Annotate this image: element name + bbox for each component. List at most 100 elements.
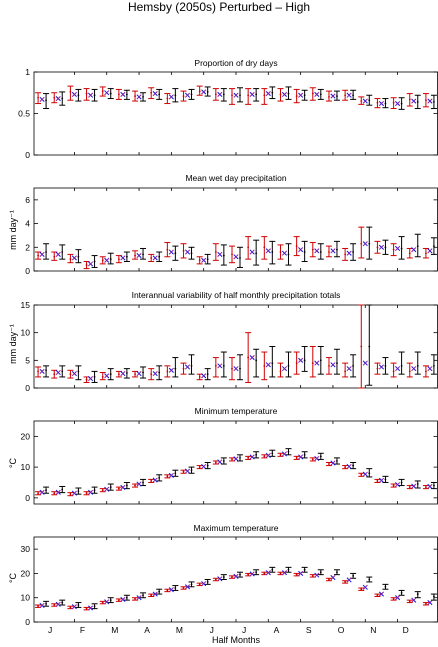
- errorbar-center: [134, 484, 136, 487]
- marker-stroke: [184, 468, 191, 474]
- marker-22: [378, 244, 384, 250]
- errorbar-s1-16: [285, 86, 292, 100]
- errorbar-center: [77, 255, 80, 258]
- marker-16: [281, 570, 288, 576]
- errorbar-s2-24: [406, 362, 413, 378]
- errorbar-center: [295, 362, 298, 364]
- marker-4: [88, 261, 94, 267]
- errorbar-center: [85, 378, 88, 381]
- errorbar-center: [303, 453, 306, 456]
- figure-title: Hemsby (2050s) Perturbed – High: [128, 0, 310, 14]
- marker-2: [55, 489, 61, 495]
- marker-9: [168, 249, 174, 255]
- errorbar-center: [142, 253, 144, 256]
- marker-5: [104, 257, 110, 263]
- marker-stroke: [281, 91, 288, 97]
- marker-stroke: [201, 373, 207, 379]
- errorbar-center: [150, 91, 153, 94]
- marker-13: [233, 456, 239, 462]
- errorbar-s2-7: [132, 90, 139, 102]
- marker-3: [71, 490, 77, 496]
- marker-stroke: [39, 489, 45, 495]
- marker-7: [136, 481, 142, 487]
- marker-stroke: [136, 481, 142, 487]
- marker-22: [378, 477, 384, 483]
- marker-6: [120, 596, 126, 602]
- errorbar-center: [222, 364, 225, 367]
- errorbar-center: [416, 593, 419, 595]
- marker-stroke: [411, 483, 417, 489]
- errorbar-center: [303, 359, 306, 362]
- marker-23: [395, 100, 401, 107]
- errorbar-center: [384, 102, 387, 105]
- errorbar-s2-22: [374, 362, 381, 375]
- errorbar-center: [311, 92, 314, 95]
- errorbar-center: [222, 93, 225, 96]
- errorbar-center: [392, 598, 395, 600]
- errorbar-center: [319, 251, 322, 253]
- errorbar-center: [214, 578, 217, 581]
- chart-panel-3: 0 5 10 15: [21, 300, 438, 393]
- y-tick-label: 10: [21, 462, 31, 472]
- errorbar-s2-12: [212, 88, 219, 101]
- marker-20: [346, 366, 352, 372]
- errorbar-center: [150, 373, 153, 376]
- marker-8: [152, 371, 158, 377]
- marker-23: [395, 245, 401, 252]
- errorbar-center: [400, 102, 403, 105]
- marker-7: [136, 371, 142, 377]
- errorbar-center: [433, 595, 435, 598]
- marker-24: [411, 483, 417, 489]
- errorbar-s1-11: [204, 86, 211, 97]
- errorbar-s1-2: [59, 599, 66, 606]
- marker-18: [314, 455, 320, 462]
- errorbar-s1-16: [285, 448, 292, 456]
- chart-5-ylabel: °C: [8, 572, 18, 583]
- errorbar-center: [239, 367, 241, 370]
- errorbar-s1-9: [172, 585, 179, 591]
- errorbar-center: [53, 96, 56, 99]
- marker-14: [249, 249, 255, 255]
- marker-10: [184, 92, 191, 98]
- errorbar-center: [303, 568, 306, 571]
- errorbar-center: [158, 371, 161, 374]
- errorbar-center: [101, 259, 104, 262]
- errorbar-s2-4: [83, 88, 90, 101]
- errorbar-s2-9: [164, 474, 171, 479]
- errorbar-center: [53, 604, 56, 606]
- errorbar-center: [117, 373, 120, 376]
- errorbar-s2-6: [115, 486, 122, 491]
- errorbar-center: [287, 92, 290, 95]
- errorbar-center: [174, 587, 177, 589]
- errorbar-center: [319, 359, 322, 362]
- errorbar-s2-7: [132, 483, 139, 488]
- errorbar-s2-14: [245, 88, 252, 105]
- y-tick-label: 10: [21, 328, 31, 338]
- errorbar-s1-23: [398, 236, 405, 260]
- marker-stroke: [71, 490, 77, 496]
- marker-17: [298, 92, 304, 98]
- errorbar-center: [263, 572, 266, 575]
- errorbar-center: [166, 589, 169, 592]
- errorbar-center: [231, 94, 233, 97]
- errorbar-s1-14: [253, 348, 260, 378]
- errorbar-s1-4: [91, 486, 98, 494]
- errorbar-s1-24: [414, 233, 421, 258]
- errorbar-s1-8: [156, 365, 163, 381]
- errorbar-center: [53, 255, 56, 258]
- errorbar-s2-18: [309, 457, 316, 462]
- marker-stroke: [298, 357, 304, 363]
- marker-6: [120, 255, 126, 261]
- errorbar-s1-2: [59, 365, 66, 378]
- errorbar-s2-17: [293, 455, 300, 460]
- errorbar-s1-15: [269, 566, 276, 573]
- marker-stroke: [104, 599, 110, 605]
- errorbar-s1-7: [140, 592, 147, 599]
- errorbar-s1-3: [75, 602, 82, 608]
- marker-5: [104, 486, 110, 492]
- errorbar-s2-4: [83, 491, 90, 496]
- marker-stroke: [281, 451, 288, 457]
- errorbar-s2-11: [196, 85, 203, 96]
- errorbar-center: [303, 251, 306, 253]
- errorbar-center: [182, 587, 185, 589]
